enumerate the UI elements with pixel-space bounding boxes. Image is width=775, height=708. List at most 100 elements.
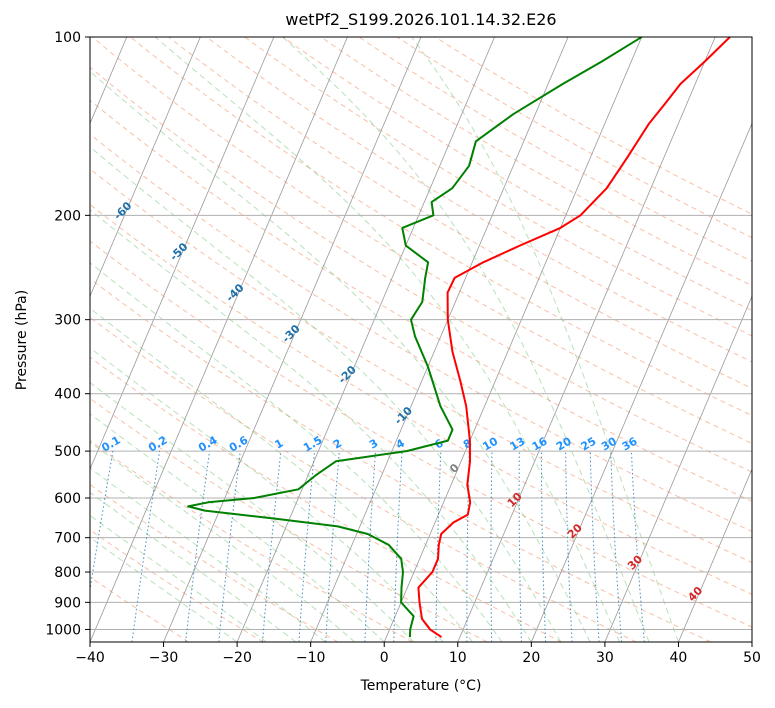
moist-adiabat — [90, 70, 591, 642]
isotherm-label: -80 — [0, 117, 22, 140]
y-axis-label: Pressure (hPa) — [14, 289, 30, 391]
x-tick-label: −40 — [75, 650, 105, 666]
dry-adiabat — [90, 316, 637, 642]
isotherm-line — [310, 37, 569, 642]
isotherm-line — [90, 37, 201, 298]
mixing-ratio-label: 3 — [367, 437, 380, 452]
x-tick-label: 0 — [380, 650, 389, 666]
mixing-ratio-line — [565, 451, 573, 642]
mixing-ratio-line — [298, 451, 316, 642]
dry-adiabat — [91, 37, 752, 444]
isotherm-line — [457, 37, 716, 642]
isotherm-line — [90, 37, 348, 642]
moist-adiabat — [154, 37, 621, 642]
isotherm-line — [163, 37, 422, 642]
dry-adiabat — [90, 240, 752, 628]
moist-adiabat — [90, 307, 473, 642]
isotherm-line — [678, 468, 752, 642]
moist-adiabat — [90, 262, 503, 642]
dry-adiabat — [90, 440, 413, 642]
y-axis: 100 200 300 400 500 600 700 800 900 1000 — [45, 30, 90, 638]
background-lines — [90, 37, 752, 642]
y-tick-label: 200 — [54, 208, 81, 224]
dry-adiabat — [90, 397, 488, 642]
mixing-ratio-line — [518, 451, 522, 642]
y-tick-label: 900 — [54, 595, 81, 611]
y-tick-label: 700 — [54, 531, 81, 547]
isotherm-line — [383, 37, 643, 642]
moist-adiabat — [90, 536, 238, 642]
x-tick-label: 20 — [522, 650, 540, 666]
dry-adiabat — [168, 37, 752, 389]
mixing-ratio-line — [589, 451, 600, 642]
dry-adiabat — [90, 168, 752, 563]
isotherm-line — [751, 640, 752, 642]
x-tick-label: 10 — [449, 650, 467, 666]
x-axis-label: Temperature (°C) — [360, 678, 482, 694]
moist-adiabat — [282, 37, 650, 642]
mixing-ratio-line — [490, 451, 493, 642]
x-tick-label: −10 — [296, 650, 326, 666]
dry-adiabat — [320, 37, 752, 287]
moist-adiabat — [90, 441, 356, 642]
x-tick-label: 30 — [596, 650, 614, 666]
isotherm-line — [236, 37, 495, 642]
y-tick-label: 100 — [54, 30, 81, 46]
dry-adiabat — [396, 37, 752, 239]
x-tick-label: 50 — [743, 650, 761, 666]
x-axis: −40 −30 −20 −10 0 10 20 30 40 50 — [75, 642, 761, 666]
moist-adiabat — [90, 382, 414, 642]
dry-adiabat — [90, 278, 712, 642]
isotherm-label: -50 — [167, 240, 190, 263]
moist-adiabat — [90, 467, 326, 642]
plot-frame — [89, 36, 753, 643]
mixing-ratio-line — [610, 451, 623, 642]
isotherm-label: -70 — [55, 158, 78, 181]
moist-adiabat — [90, 413, 385, 642]
dry-adiabat — [90, 356, 562, 642]
y-tick-label: 500 — [54, 444, 81, 460]
mixing-ratio-line — [185, 451, 210, 642]
dry-adiabat — [90, 203, 752, 595]
dry-adiabat — [90, 133, 752, 533]
isotherm-line — [530, 122, 752, 642]
temperature-profile — [417, 37, 731, 638]
profile-lines — [187, 37, 731, 638]
isotherm-label: 0 — [447, 461, 462, 476]
isotherm-label: 30 — [625, 552, 645, 572]
x-tick-label: 40 — [670, 650, 688, 666]
isotherm-label: 40 — [685, 584, 705, 604]
isotherm-label: 20 — [565, 521, 585, 541]
dry-adiabat — [244, 37, 752, 337]
dry-adiabat — [130, 37, 752, 417]
isotherm-label: -40 — [223, 281, 246, 304]
y-tick-label: 1000 — [45, 622, 81, 638]
dry-adiabat — [90, 529, 264, 642]
dry-adiabat — [90, 66, 752, 473]
isotherm-line — [604, 295, 752, 642]
mixing-ratio-line — [90, 451, 114, 593]
moist-adiabat — [411, 37, 679, 642]
dry-adiabat — [358, 37, 752, 262]
dry-adiabat — [206, 37, 752, 363]
moist-adiabat — [90, 209, 532, 642]
moist-adiabat — [90, 146, 562, 642]
dry-adiabat — [90, 483, 339, 642]
chart-title: wetPf2_S199.2026.101.14.32.E26 — [285, 10, 557, 29]
mixing-ratio-line — [131, 451, 161, 642]
dry-adiabat — [434, 37, 752, 215]
dewpoint-profile — [187, 37, 643, 638]
y-tick-label: 800 — [54, 565, 81, 581]
y-tick-label: 600 — [54, 491, 81, 507]
mixing-ratio-line — [218, 451, 241, 642]
isotherm-label: -60 — [111, 199, 134, 222]
mixing-ratio-label: 4 — [394, 436, 407, 451]
dry-adiabat — [282, 37, 752, 312]
mixing-ratio-label: 1 — [273, 437, 286, 452]
isotherm-label: -20 — [336, 363, 359, 386]
y-tick-label: 400 — [54, 387, 81, 403]
moist-adiabat — [90, 491, 297, 642]
isotherm-line — [90, 37, 275, 471]
